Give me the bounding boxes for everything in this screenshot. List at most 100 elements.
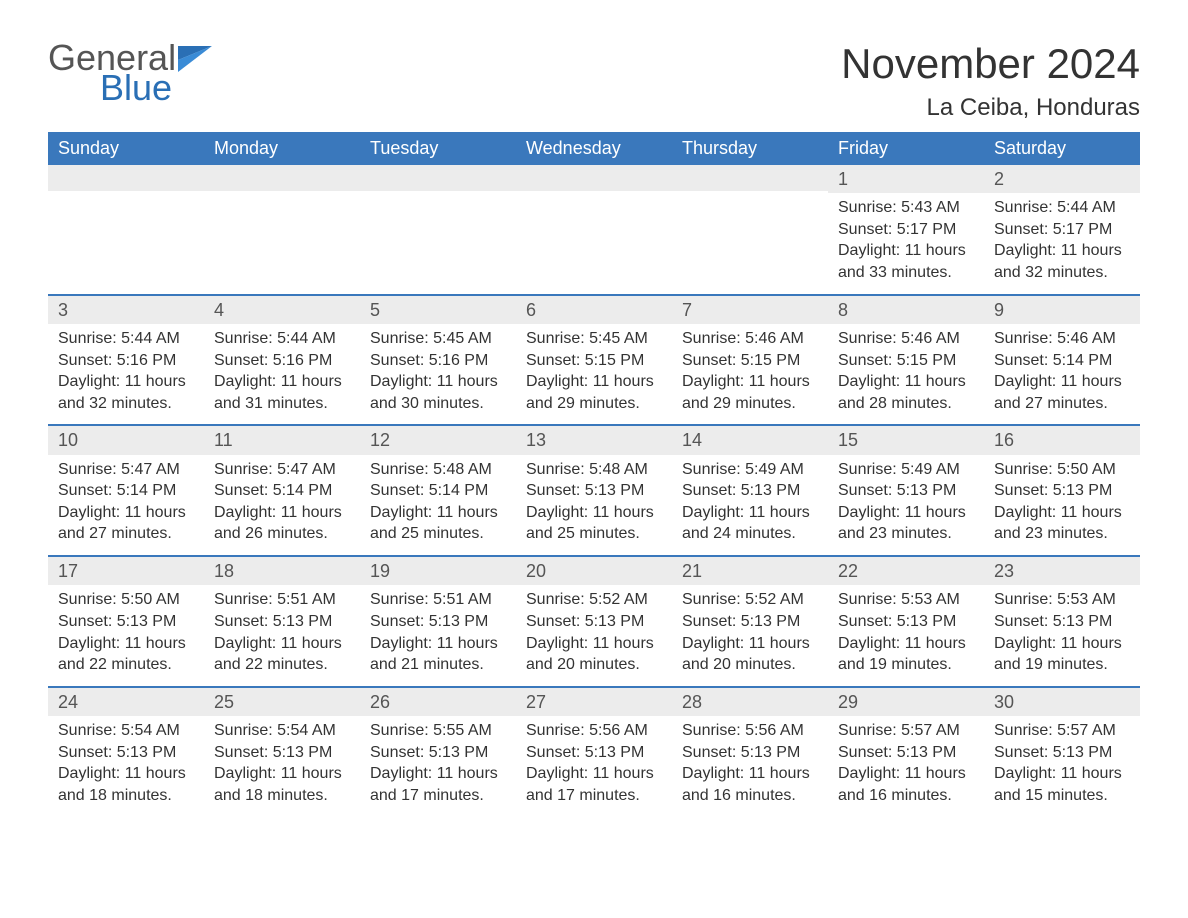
day-body: Sunrise: 5:49 AMSunset: 5:13 PMDaylight:… xyxy=(828,455,984,555)
day-number: 21 xyxy=(672,557,828,585)
day-body: Sunrise: 5:46 AMSunset: 5:15 PMDaylight:… xyxy=(672,324,828,424)
sunrise: Sunrise: 5:50 AM xyxy=(994,459,1130,481)
day-number: 28 xyxy=(672,688,828,716)
sunset: Sunset: 5:13 PM xyxy=(214,742,350,764)
day-cell: 13Sunrise: 5:48 AMSunset: 5:13 PMDayligh… xyxy=(516,426,672,555)
sunrise: Sunrise: 5:52 AM xyxy=(526,589,662,611)
daylight: Daylight: 11 hours and 21 minutes. xyxy=(370,633,506,676)
day-header-monday: Monday xyxy=(204,132,360,165)
weeks-container: 1Sunrise: 5:43 AMSunset: 5:17 PMDaylight… xyxy=(48,165,1140,816)
day-number: 14 xyxy=(672,426,828,454)
week-row: 1Sunrise: 5:43 AMSunset: 5:17 PMDaylight… xyxy=(48,165,1140,294)
day-cell xyxy=(204,165,360,294)
day-cell: 5Sunrise: 5:45 AMSunset: 5:16 PMDaylight… xyxy=(360,296,516,425)
day-cell xyxy=(360,165,516,294)
day-body: Sunrise: 5:54 AMSunset: 5:13 PMDaylight:… xyxy=(48,716,204,816)
sunrise: Sunrise: 5:56 AM xyxy=(526,720,662,742)
day-cell: 28Sunrise: 5:56 AMSunset: 5:13 PMDayligh… xyxy=(672,688,828,817)
day-body: Sunrise: 5:57 AMSunset: 5:13 PMDaylight:… xyxy=(984,716,1140,816)
sunset: Sunset: 5:14 PM xyxy=(58,480,194,502)
day-number: 10 xyxy=(48,426,204,454)
day-number: 7 xyxy=(672,296,828,324)
day-cell: 24Sunrise: 5:54 AMSunset: 5:13 PMDayligh… xyxy=(48,688,204,817)
day-cell: 14Sunrise: 5:49 AMSunset: 5:13 PMDayligh… xyxy=(672,426,828,555)
month-title: November 2024 xyxy=(841,40,1140,88)
daylight: Daylight: 11 hours and 23 minutes. xyxy=(838,502,974,545)
daylight: Daylight: 11 hours and 33 minutes. xyxy=(838,240,974,283)
sunrise: Sunrise: 5:45 AM xyxy=(370,328,506,350)
sunrise: Sunrise: 5:54 AM xyxy=(58,720,194,742)
sunset: Sunset: 5:13 PM xyxy=(838,480,974,502)
day-cell xyxy=(672,165,828,294)
sunset: Sunset: 5:15 PM xyxy=(526,350,662,372)
title-block: November 2024 La Ceiba, Honduras xyxy=(841,40,1140,122)
logo: General Blue xyxy=(48,40,212,106)
daylight: Daylight: 11 hours and 22 minutes. xyxy=(58,633,194,676)
day-number: 27 xyxy=(516,688,672,716)
day-cell: 8Sunrise: 5:46 AMSunset: 5:15 PMDaylight… xyxy=(828,296,984,425)
daylight: Daylight: 11 hours and 18 minutes. xyxy=(58,763,194,806)
week-row: 3Sunrise: 5:44 AMSunset: 5:16 PMDaylight… xyxy=(48,294,1140,425)
sunset: Sunset: 5:13 PM xyxy=(838,742,974,764)
day-cell: 11Sunrise: 5:47 AMSunset: 5:14 PMDayligh… xyxy=(204,426,360,555)
day-cell: 17Sunrise: 5:50 AMSunset: 5:13 PMDayligh… xyxy=(48,557,204,686)
day-body: Sunrise: 5:46 AMSunset: 5:14 PMDaylight:… xyxy=(984,324,1140,424)
day-body: Sunrise: 5:51 AMSunset: 5:13 PMDaylight:… xyxy=(360,585,516,685)
sunset: Sunset: 5:13 PM xyxy=(682,742,818,764)
day-number xyxy=(48,165,204,191)
sunset: Sunset: 5:16 PM xyxy=(58,350,194,372)
day-number: 8 xyxy=(828,296,984,324)
day-body: Sunrise: 5:49 AMSunset: 5:13 PMDaylight:… xyxy=(672,455,828,555)
day-body: Sunrise: 5:54 AMSunset: 5:13 PMDaylight:… xyxy=(204,716,360,816)
daylight: Daylight: 11 hours and 26 minutes. xyxy=(214,502,350,545)
sunrise: Sunrise: 5:53 AM xyxy=(994,589,1130,611)
day-number: 12 xyxy=(360,426,516,454)
day-body: Sunrise: 5:43 AMSunset: 5:17 PMDaylight:… xyxy=(828,193,984,293)
day-number: 25 xyxy=(204,688,360,716)
daylight: Daylight: 11 hours and 19 minutes. xyxy=(994,633,1130,676)
location: La Ceiba, Honduras xyxy=(841,94,1140,122)
day-number: 6 xyxy=(516,296,672,324)
day-cell: 23Sunrise: 5:53 AMSunset: 5:13 PMDayligh… xyxy=(984,557,1140,686)
day-cell: 27Sunrise: 5:56 AMSunset: 5:13 PMDayligh… xyxy=(516,688,672,817)
logo-text: General Blue xyxy=(48,40,176,106)
sunset: Sunset: 5:13 PM xyxy=(214,611,350,633)
daylight: Daylight: 11 hours and 20 minutes. xyxy=(682,633,818,676)
sunset: Sunset: 5:16 PM xyxy=(370,350,506,372)
daylight: Daylight: 11 hours and 23 minutes. xyxy=(994,502,1130,545)
day-number: 2 xyxy=(984,165,1140,193)
day-body: Sunrise: 5:44 AMSunset: 5:16 PMDaylight:… xyxy=(204,324,360,424)
day-number: 19 xyxy=(360,557,516,585)
week-row: 24Sunrise: 5:54 AMSunset: 5:13 PMDayligh… xyxy=(48,686,1140,817)
day-cell: 12Sunrise: 5:48 AMSunset: 5:14 PMDayligh… xyxy=(360,426,516,555)
sunset: Sunset: 5:13 PM xyxy=(838,611,974,633)
sunrise: Sunrise: 5:46 AM xyxy=(838,328,974,350)
sunrise: Sunrise: 5:57 AM xyxy=(838,720,974,742)
sunrise: Sunrise: 5:56 AM xyxy=(682,720,818,742)
day-header-wednesday: Wednesday xyxy=(516,132,672,165)
day-number: 11 xyxy=(204,426,360,454)
daylight: Daylight: 11 hours and 19 minutes. xyxy=(838,633,974,676)
sunset: Sunset: 5:13 PM xyxy=(526,742,662,764)
sunrise: Sunrise: 5:44 AM xyxy=(58,328,194,350)
day-body: Sunrise: 5:46 AMSunset: 5:15 PMDaylight:… xyxy=(828,324,984,424)
day-number: 13 xyxy=(516,426,672,454)
sunrise: Sunrise: 5:48 AM xyxy=(526,459,662,481)
sunrise: Sunrise: 5:48 AM xyxy=(370,459,506,481)
daylight: Daylight: 11 hours and 25 minutes. xyxy=(526,502,662,545)
day-cell: 3Sunrise: 5:44 AMSunset: 5:16 PMDaylight… xyxy=(48,296,204,425)
day-cell: 25Sunrise: 5:54 AMSunset: 5:13 PMDayligh… xyxy=(204,688,360,817)
sunset: Sunset: 5:14 PM xyxy=(214,480,350,502)
day-number: 22 xyxy=(828,557,984,585)
day-cell: 20Sunrise: 5:52 AMSunset: 5:13 PMDayligh… xyxy=(516,557,672,686)
day-number xyxy=(516,165,672,191)
day-number xyxy=(360,165,516,191)
sunset: Sunset: 5:13 PM xyxy=(994,742,1130,764)
day-cell xyxy=(48,165,204,294)
day-body: Sunrise: 5:57 AMSunset: 5:13 PMDaylight:… xyxy=(828,716,984,816)
day-header-thursday: Thursday xyxy=(672,132,828,165)
day-number: 29 xyxy=(828,688,984,716)
day-cell: 18Sunrise: 5:51 AMSunset: 5:13 PMDayligh… xyxy=(204,557,360,686)
day-body: Sunrise: 5:45 AMSunset: 5:15 PMDaylight:… xyxy=(516,324,672,424)
day-number: 24 xyxy=(48,688,204,716)
